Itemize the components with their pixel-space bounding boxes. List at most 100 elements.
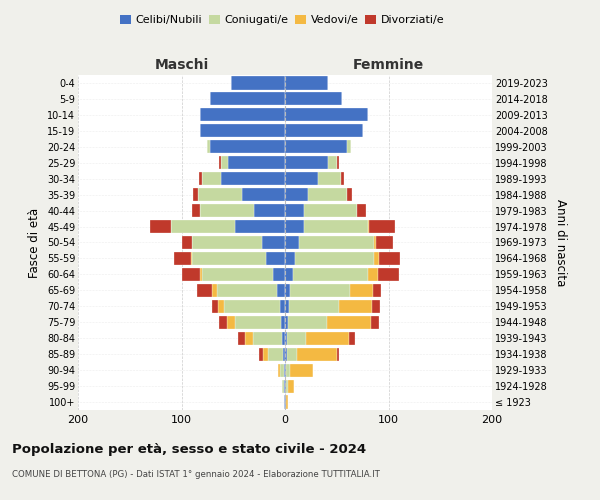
Bar xyxy=(376,236,392,249)
Bar xyxy=(285,300,289,313)
Bar xyxy=(227,316,235,329)
Bar xyxy=(280,364,284,376)
Bar xyxy=(285,252,295,265)
Bar xyxy=(200,204,254,217)
Bar xyxy=(219,316,227,329)
Bar xyxy=(202,172,221,185)
Bar xyxy=(285,364,286,376)
Bar xyxy=(193,188,198,201)
Text: Popolazione per età, sesso e stato civile - 2024: Popolazione per età, sesso e stato civil… xyxy=(12,442,366,456)
Bar xyxy=(221,156,228,170)
Bar xyxy=(287,332,306,345)
Y-axis label: Anni di nascita: Anni di nascita xyxy=(554,199,567,286)
Bar xyxy=(299,236,374,249)
Bar xyxy=(278,364,280,376)
Bar xyxy=(182,236,192,249)
Bar xyxy=(231,76,285,90)
Bar xyxy=(328,316,371,329)
Bar xyxy=(290,284,350,297)
Bar xyxy=(374,252,379,265)
Bar xyxy=(212,300,218,313)
Bar xyxy=(192,236,262,249)
Bar xyxy=(293,268,368,281)
Bar xyxy=(337,156,339,170)
Bar xyxy=(192,204,200,217)
Bar xyxy=(259,348,263,360)
Bar xyxy=(339,300,372,313)
Bar xyxy=(191,252,192,265)
Text: COMUNE DI BETTONA (PG) - Dati ISTAT 1° gennaio 2024 - Elaborazione TUTTITALIA.IT: COMUNE DI BETTONA (PG) - Dati ISTAT 1° g… xyxy=(12,470,380,479)
Bar xyxy=(282,332,285,345)
Bar xyxy=(272,268,285,281)
Bar xyxy=(379,252,400,265)
Bar xyxy=(281,316,285,329)
Bar xyxy=(328,156,337,170)
Bar xyxy=(284,396,285,408)
Bar xyxy=(368,220,369,233)
Bar xyxy=(218,300,224,313)
Bar xyxy=(286,364,290,376)
Y-axis label: Fasce di età: Fasce di età xyxy=(28,208,41,278)
Bar xyxy=(224,300,280,313)
Bar xyxy=(368,268,378,281)
Bar xyxy=(285,380,286,392)
Bar xyxy=(298,348,337,360)
Bar xyxy=(304,204,358,217)
Bar xyxy=(284,364,285,376)
Bar xyxy=(285,204,304,217)
Bar xyxy=(198,188,242,201)
Bar xyxy=(358,204,366,217)
Bar xyxy=(174,252,191,265)
Bar xyxy=(288,380,295,392)
Bar xyxy=(219,156,221,170)
Bar xyxy=(286,380,288,392)
Bar xyxy=(253,332,282,345)
Bar xyxy=(245,332,253,345)
Bar xyxy=(371,316,379,329)
Bar xyxy=(318,172,341,185)
Bar xyxy=(285,220,304,233)
Bar xyxy=(285,156,328,170)
Bar xyxy=(285,108,368,122)
Bar xyxy=(277,284,285,297)
Bar xyxy=(285,396,286,408)
Bar xyxy=(337,348,339,360)
Bar xyxy=(286,396,288,408)
Bar xyxy=(306,332,349,345)
Bar xyxy=(285,268,293,281)
Bar xyxy=(285,92,342,106)
Bar xyxy=(211,140,285,153)
Bar xyxy=(369,220,395,233)
Bar xyxy=(378,268,399,281)
Bar xyxy=(289,300,339,313)
Bar xyxy=(151,220,171,233)
Bar xyxy=(268,348,283,360)
Bar xyxy=(211,92,285,106)
Bar xyxy=(347,140,351,153)
Bar xyxy=(349,332,355,345)
Bar xyxy=(308,188,347,201)
Bar xyxy=(221,172,285,185)
Bar xyxy=(285,236,299,249)
Bar xyxy=(350,284,373,297)
Bar xyxy=(285,172,318,185)
Bar xyxy=(262,236,285,249)
Bar xyxy=(341,172,344,185)
Bar xyxy=(217,284,277,297)
Bar xyxy=(197,284,212,297)
Bar xyxy=(238,332,245,345)
Bar xyxy=(263,348,268,360)
Bar xyxy=(266,252,285,265)
Bar xyxy=(199,172,202,185)
Bar xyxy=(373,284,381,297)
Bar xyxy=(284,380,285,392)
Bar xyxy=(285,188,308,201)
Bar xyxy=(171,220,235,233)
Bar xyxy=(235,316,281,329)
Bar xyxy=(285,76,328,90)
Bar xyxy=(285,140,347,153)
Bar xyxy=(254,204,285,217)
Bar xyxy=(285,332,287,345)
Text: Maschi: Maschi xyxy=(154,58,209,72)
Bar xyxy=(242,188,285,201)
